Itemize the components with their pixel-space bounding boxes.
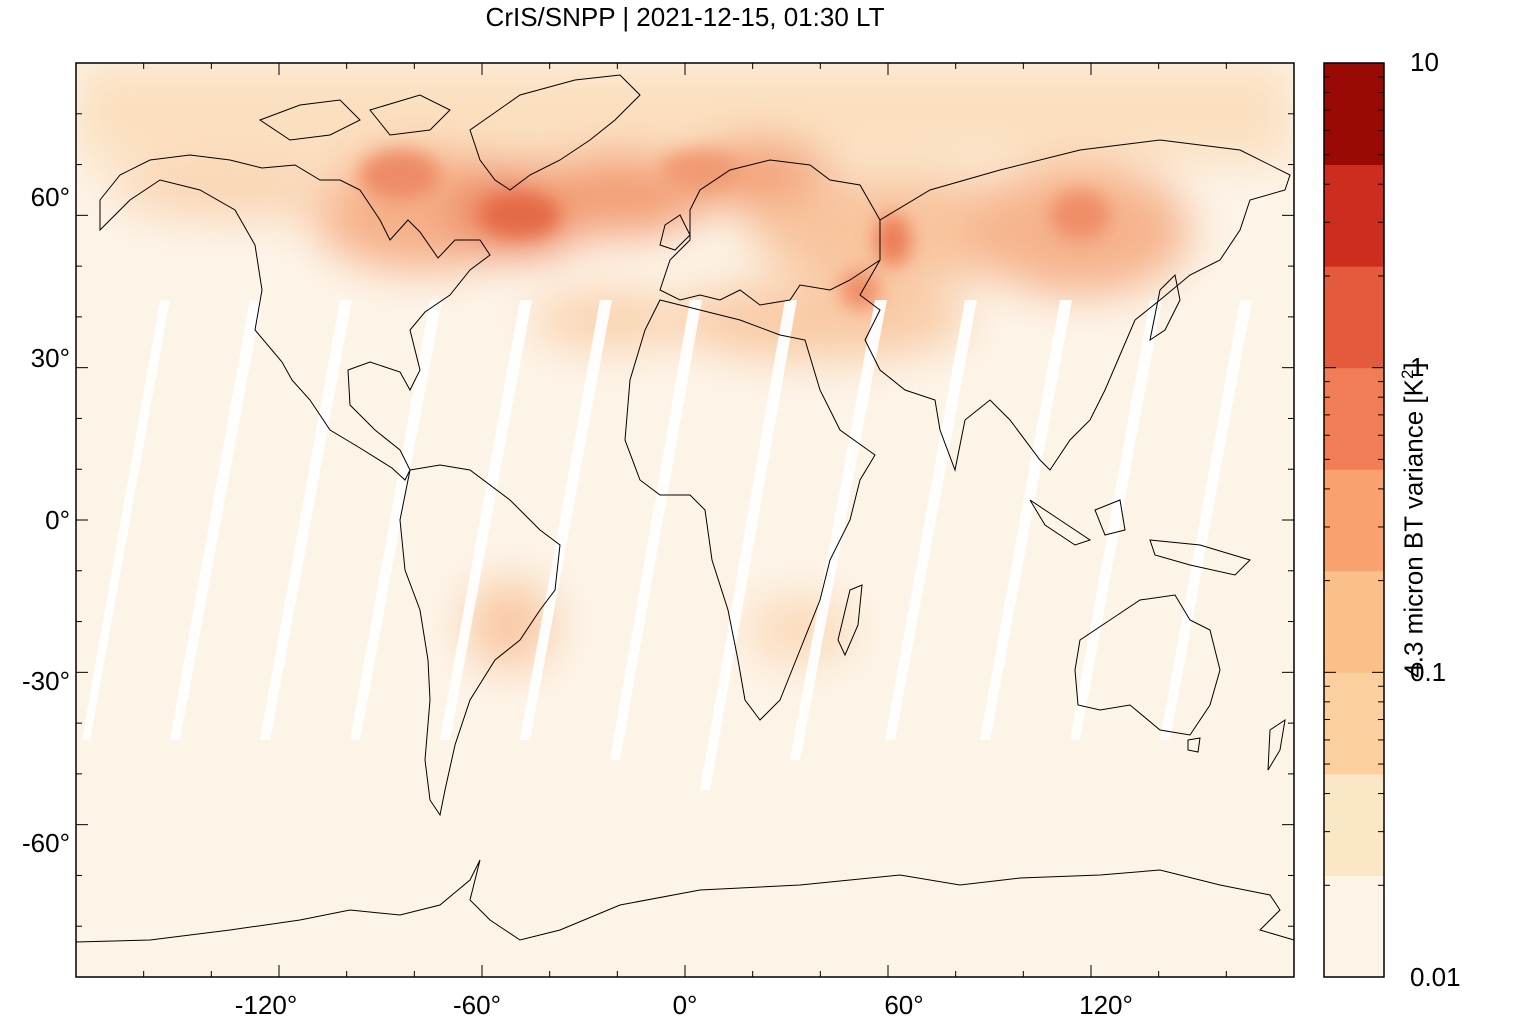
x-tick-label: 0°	[672, 990, 698, 1020]
colorbar-segment	[1324, 570, 1384, 673]
coastlines	[76, 74, 1294, 943]
colorbar-label: 4.3 micron BT variance [K2]	[1398, 362, 1429, 678]
colorbar-segment	[1324, 266, 1384, 369]
colorbar-tick-label: 1	[1410, 352, 1425, 382]
y-tick-label: -60°	[22, 828, 70, 858]
y-tick-label: 0°	[45, 505, 70, 535]
y-tick-label: 30°	[30, 343, 70, 373]
colorbar-segment	[1324, 672, 1384, 775]
colorbar-frame	[1323, 62, 1385, 978]
x-tick-label: -60°	[453, 990, 501, 1020]
heatmap-field	[76, 63, 1294, 790]
colorbar-tick-label: 0.1	[1410, 657, 1447, 687]
colorbar-segment	[1324, 773, 1384, 876]
colorbar-ticks	[1324, 76, 1384, 978]
colorbar	[1324, 63, 1384, 978]
chart-title: CrIS/SNPP | 2021-12-15, 01:30 LT	[485, 2, 885, 32]
y-tick-label: -30°	[22, 666, 70, 696]
x-tick-label: -120°	[234, 990, 298, 1020]
colorbar-segment	[1324, 875, 1384, 978]
colorbar-segment	[1324, 63, 1384, 166]
colorbar-segment	[1324, 164, 1384, 267]
x-tick-label: 60°	[884, 990, 924, 1020]
x-tick-label: 120°	[1079, 990, 1133, 1020]
colorbar-tick-label: 10	[1410, 47, 1439, 77]
colorbar-segment	[1324, 367, 1384, 470]
colorbar-tick-label: 0.01	[1410, 962, 1461, 992]
colorbar-segment	[1324, 469, 1384, 572]
x-axis-ticks	[75, 63, 1295, 977]
y-axis-ticks	[76, 62, 1294, 978]
y-tick-label: 60°	[30, 182, 70, 212]
